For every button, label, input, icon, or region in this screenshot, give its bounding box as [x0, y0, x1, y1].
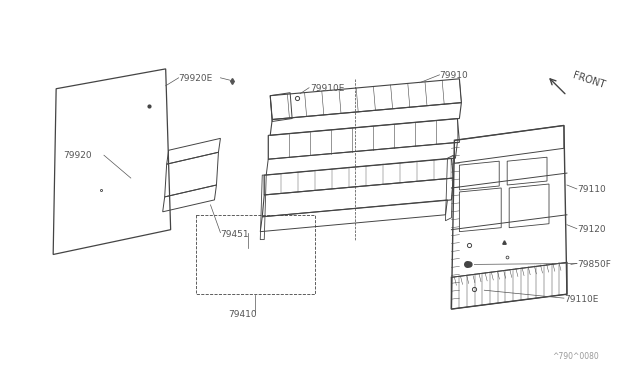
Text: 79110E: 79110E [564, 295, 598, 304]
Text: 79850F: 79850F [577, 260, 611, 269]
Text: 79920: 79920 [63, 151, 92, 160]
Text: 79120: 79120 [577, 225, 605, 234]
Text: FRONT: FRONT [571, 71, 605, 91]
Text: 79451: 79451 [220, 230, 249, 239]
Text: 79910E: 79910E [310, 84, 344, 93]
Text: 79910: 79910 [440, 71, 468, 80]
Text: 79920E: 79920E [179, 74, 213, 83]
Text: 79110: 79110 [577, 186, 605, 195]
Text: ^790^0080: ^790^0080 [552, 352, 599, 361]
Text: 79410: 79410 [228, 310, 257, 318]
